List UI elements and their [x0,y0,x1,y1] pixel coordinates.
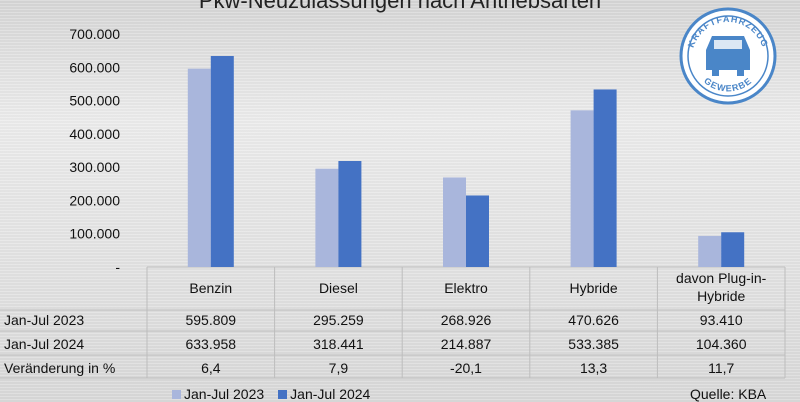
bar-2023 [443,177,466,267]
bar-2024 [593,89,617,268]
y-tick-label: 500.000 [69,93,120,109]
bar-2024 [466,195,489,267]
table-cell: 595.809 [185,312,236,328]
table-cell: 470.626 [568,312,619,328]
category-label: Hybride [697,288,745,304]
table-cell: 533.385 [568,336,619,352]
table-row-label: Veränderung in % [4,360,115,376]
y-tick-label: 700.000 [69,26,120,42]
legend: Jan-Jul 2023 Jan-Jul 2024 [172,386,370,402]
bar-2024 [721,232,745,267]
legend-item-2024: Jan-Jul 2024 [278,386,370,402]
table-cell: 633.958 [185,336,236,352]
y-tick-label: - [115,259,120,275]
table-cell: 104.360 [696,336,747,352]
y-tick-label: 600.000 [69,59,120,75]
table-cell: 7,9 [329,360,349,376]
bar-2023 [315,168,339,267]
bar-2024 [210,55,234,268]
legend-label: Jan-Jul 2024 [290,386,371,402]
chart-title: Pkw-Neuzulassungen nach Antriebsarten [198,0,602,13]
category-label: davon Plug-in- [676,270,767,286]
legend-label: Jan-Jul 2023 [184,386,265,402]
bar-2023 [187,68,211,267]
table-cell: -20,1 [450,360,482,376]
table-cell: 318.441 [313,336,364,352]
category-label: Hybride [569,280,617,296]
table-cell: 11,7 [708,360,734,376]
category-label: Benzin [189,280,232,296]
table-cell: 13,3 [580,360,607,376]
y-tick-label: 100.000 [69,226,120,242]
table-cell: 295.259 [313,312,364,328]
table-cell: 6,4 [201,360,221,376]
y-tick-label: 200.000 [69,192,120,208]
legend-swatch [278,390,288,399]
table-row-label: Jan-Jul 2024 [4,336,84,352]
bar-2023 [570,110,594,267]
category-label: Elektro [444,280,488,296]
table-cell: 214.887 [441,336,492,352]
table-row-label: Jan-Jul 2023 [4,312,84,328]
y-tick-label: 300.000 [69,159,120,175]
category-label: Diesel [319,280,358,296]
table-cell: 268.926 [441,312,492,328]
legend-swatch [172,390,181,399]
legend-item-2023: Jan-Jul 2023 [172,386,264,402]
y-tick-label: 400.000 [69,126,120,142]
source-note: Quelle: KBA [690,386,767,402]
bar-2023 [698,235,722,267]
table-cell: 93.410 [700,312,743,328]
bar-2024 [338,161,362,267]
